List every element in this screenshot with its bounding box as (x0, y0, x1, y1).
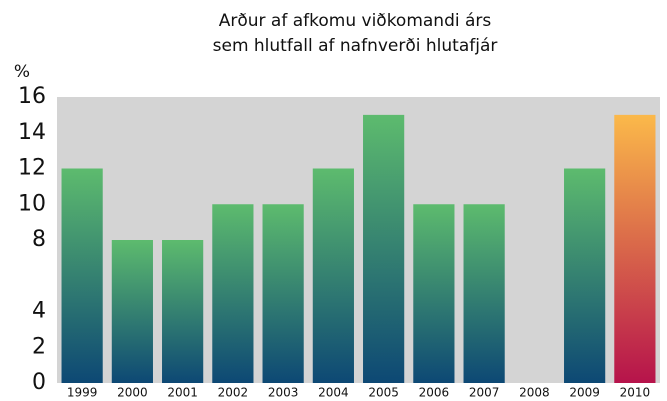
bar (463, 204, 505, 383)
y-tick-label: 16 (18, 84, 46, 109)
bar (162, 240, 204, 383)
y-tick-label: 2 (32, 334, 46, 359)
x-tick-label: 2008 (519, 386, 550, 400)
x-tick-label: 2003 (268, 386, 299, 400)
x-tick-label: 1999 (67, 386, 98, 400)
bar (564, 168, 606, 383)
bar (413, 204, 455, 383)
bar (111, 240, 153, 383)
x-tick-label: 2010 (620, 386, 651, 400)
y-tick-label: 4 (32, 299, 46, 324)
x-tick-label: 2000 (117, 386, 148, 400)
y-tick-label: 14 (18, 120, 46, 145)
bar (61, 168, 103, 383)
y-tick-label: 10 (18, 191, 46, 216)
bar (262, 204, 304, 383)
x-tick-label: 2004 (318, 386, 349, 400)
y-tick-label: 8 (32, 227, 46, 252)
bar (212, 204, 254, 383)
bar (614, 114, 656, 383)
y-tick-label: 12 (18, 156, 46, 181)
bar (363, 114, 405, 383)
chart-subtitle: sem hlutfall af nafnverði hlutafjár (213, 36, 498, 56)
x-tick-label: 2007 (469, 386, 500, 400)
x-tick-label: 2002 (218, 386, 249, 400)
x-tick-label: 2009 (569, 386, 600, 400)
plot-background (57, 97, 660, 383)
x-tick-label: 2001 (167, 386, 198, 400)
chart-title: Arður af afkomu viðkomandi árs (219, 11, 492, 31)
y-axis-label: % (14, 62, 30, 82)
x-tick-label: 2006 (419, 386, 450, 400)
bar (312, 168, 354, 383)
y-tick-label: 0 (32, 370, 46, 395)
x-tick-label: 2005 (368, 386, 399, 400)
